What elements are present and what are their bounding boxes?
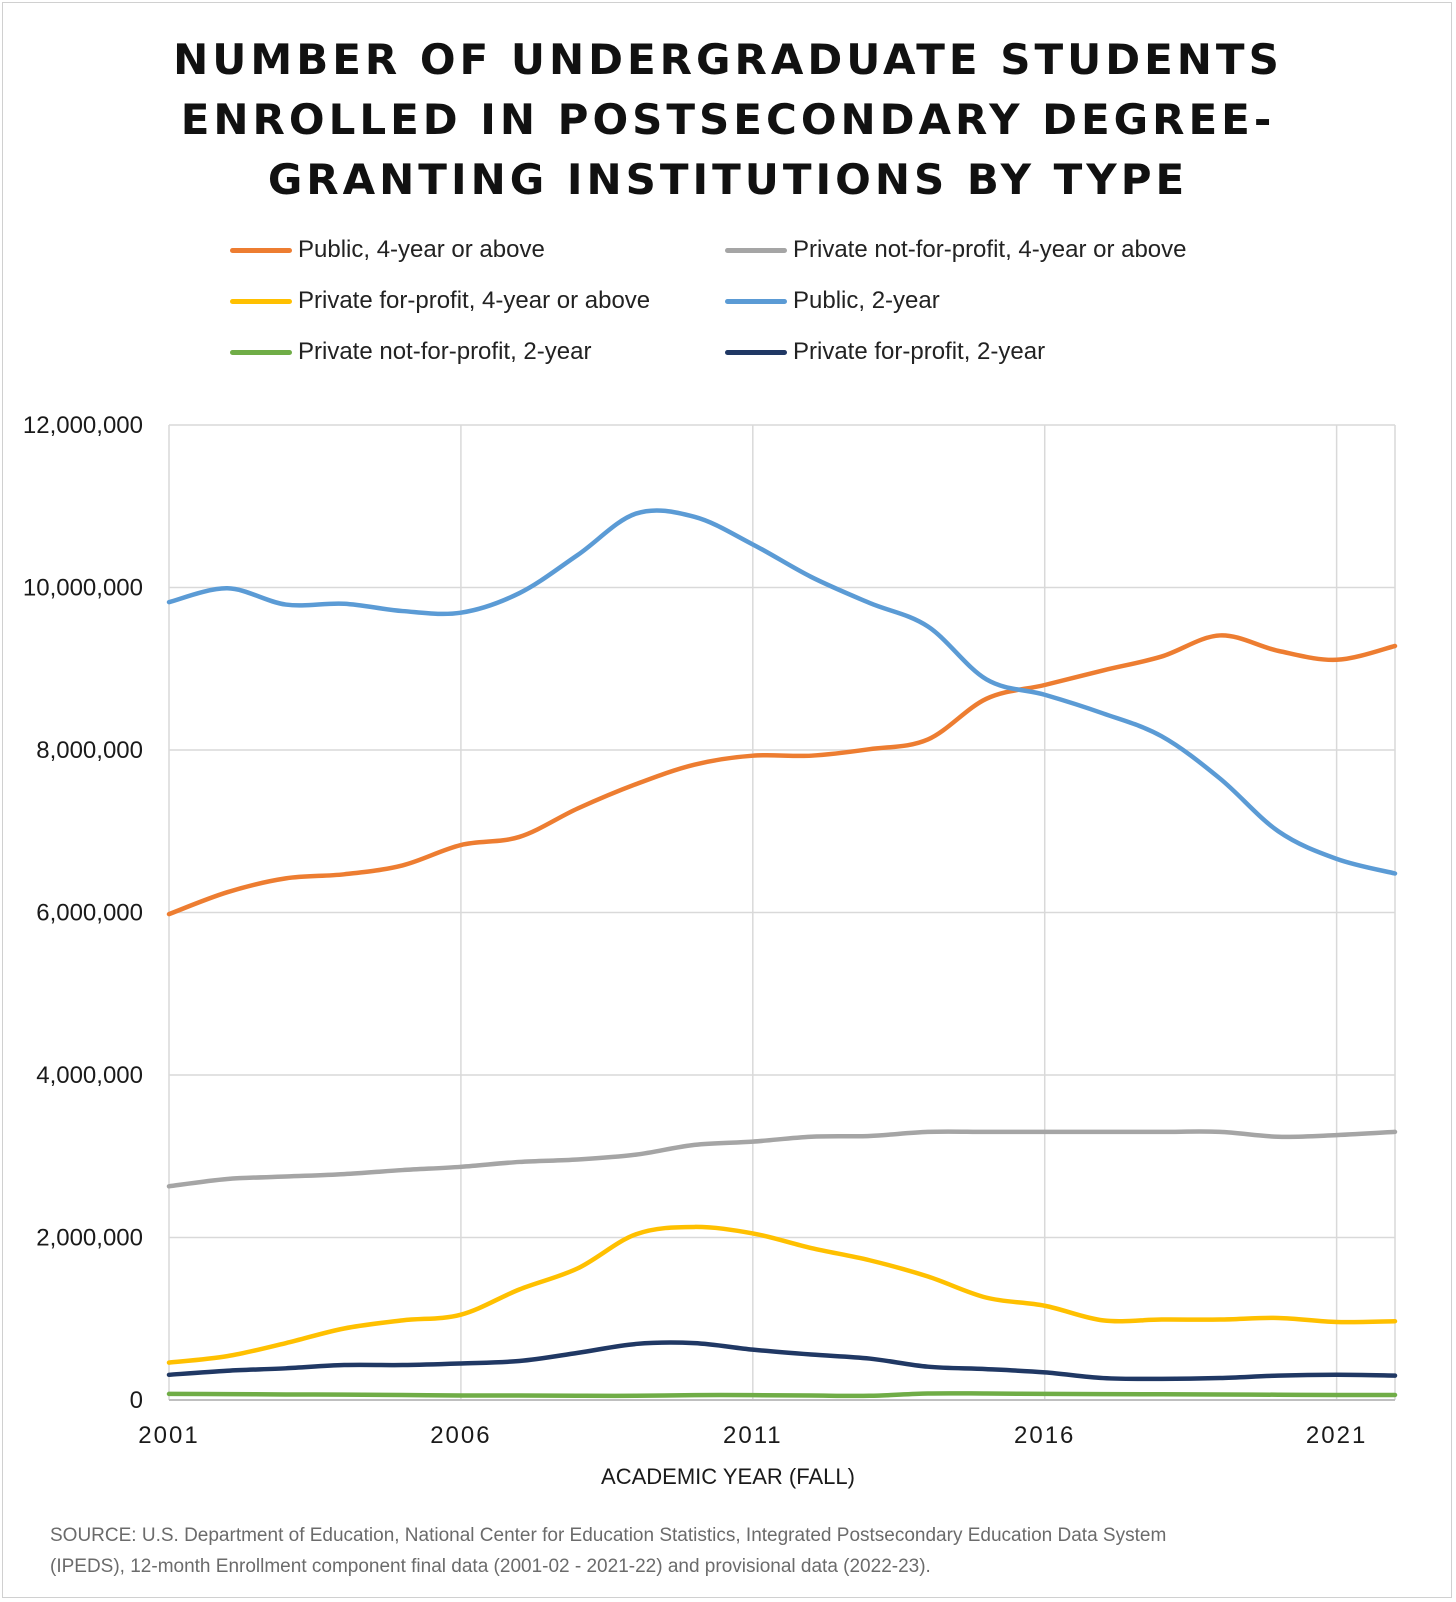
series-line-public-2-year bbox=[166, 508, 1398, 876]
series-line-private-not-for-profit-2-year bbox=[166, 1391, 1398, 1399]
y-tick-label: 4,000,000 bbox=[36, 1062, 143, 1089]
x-tick-label: 2001 bbox=[138, 1422, 199, 1449]
x-tick-label: 2011 bbox=[723, 1422, 783, 1449]
legend-swatch-private-nfp-4yr bbox=[725, 247, 787, 253]
legend-item-private-nfp-2yr: Private not-for-profit, 2-year bbox=[230, 337, 591, 367]
legend-swatch-private-nfp-2yr bbox=[230, 349, 292, 355]
x-tick-label: 2021 bbox=[1306, 1422, 1367, 1449]
y-tick-label: 10,000,000 bbox=[23, 575, 143, 602]
legend-swatch-private-fp-4yr bbox=[230, 298, 292, 304]
chart-title-line-2: ENROLLED IN POSTSECONDARY DEGREE- bbox=[180, 95, 1276, 144]
series-line-private-for-profit-4-year-or-above bbox=[166, 1224, 1398, 1365]
series-line-private-not-for-profit-4-year-or-above bbox=[166, 1129, 1398, 1189]
legend-swatch-public-4yr bbox=[230, 247, 292, 253]
legend-swatch-public-2yr bbox=[725, 298, 787, 304]
series-line-public-4-year-or-above bbox=[166, 633, 1398, 917]
legend-item-private-fp-2yr: Private for-profit, 2-year bbox=[725, 337, 1045, 367]
y-tick-label: 6,000,000 bbox=[36, 900, 143, 927]
source-note: SOURCE: U.S. Department of Education, Na… bbox=[50, 1520, 1430, 1582]
legend-item-private-fp-4yr: Private for-profit, 4-year or above bbox=[230, 286, 650, 316]
chart-title-line-1: NUMBER OF UNDERGRADUATE STUDENTS bbox=[173, 35, 1283, 84]
y-tick-label: 12,000,000 bbox=[23, 412, 143, 439]
legend-swatch-private-fp-2yr bbox=[725, 349, 787, 355]
y-tick-label: 8,000,000 bbox=[36, 737, 143, 764]
legend-item-public-4yr: Public, 4-year or above bbox=[230, 235, 545, 265]
source-line-2: (IPEDS), 12-month Enrollment component f… bbox=[50, 1556, 931, 1577]
y-tick-label: 0 bbox=[130, 1387, 143, 1414]
legend-label-private-fp-2yr: Private for-profit, 2-year bbox=[793, 338, 1046, 365]
legend-label-public-2yr: Public, 2-year bbox=[793, 287, 940, 314]
legend-label-public-4yr: Public, 4-year or above bbox=[298, 236, 545, 263]
legend-label-private-nfp-4yr: Private not-for-profit, 4-year or above bbox=[793, 236, 1187, 263]
legend-item-public-2yr: Public, 2-year bbox=[725, 286, 940, 316]
x-tick-label: 2016 bbox=[1014, 1422, 1075, 1449]
x-tick-label: 2006 bbox=[430, 1422, 491, 1449]
y-tick-label: 2,000,000 bbox=[36, 1225, 143, 1252]
legend-label-private-nfp-2yr: Private not-for-profit, 2-year bbox=[298, 338, 592, 365]
series-layer bbox=[166, 508, 1398, 1399]
chart-title: NUMBER OF UNDERGRADUATE STUDENTS ENROLLE… bbox=[0, 30, 1456, 210]
source-line-1: SOURCE: U.S. Department of Education, Na… bbox=[50, 1525, 1167, 1546]
grid-layer bbox=[168, 424, 1396, 1401]
legend-label-private-fp-4yr: Private for-profit, 4-year or above bbox=[298, 287, 651, 314]
chart-title-line-3: GRANTING INSTITUTIONS BY TYPE bbox=[267, 155, 1189, 204]
legend-item-private-nfp-4yr: Private not-for-profit, 4-year or above bbox=[725, 235, 1187, 265]
series-line-private-for-profit-2-year bbox=[166, 1340, 1398, 1382]
x-axis-label: ACADEMIC YEAR (FALL) bbox=[601, 1464, 855, 1489]
tick-layer: 0 2,000,000 4,000,000 6,000,000 8,000,000 10,… bbox=[23, 412, 1367, 1449]
